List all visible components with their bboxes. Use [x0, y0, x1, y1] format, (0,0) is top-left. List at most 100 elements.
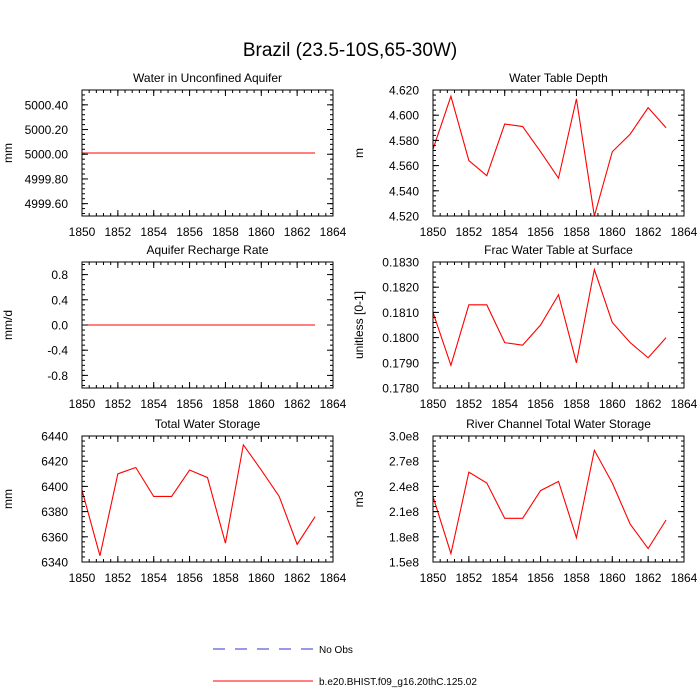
x-tick-label: 1860 [599, 571, 626, 585]
x-tick-label: 1856 [176, 225, 203, 239]
y-tick-label: 2.1e8 [389, 505, 419, 519]
x-tick-label: 1858 [563, 571, 590, 585]
y-tick-label: 0.1820 [382, 281, 419, 295]
panels: Water in Unconfined Aquifer 1850 1852 1854 1… [1, 71, 698, 585]
x-tick-label: 1852 [456, 397, 483, 411]
y-tick-label: 6360 [41, 530, 68, 544]
y-tick-label: 4.620 [389, 84, 419, 98]
x-tick-label: 1862 [635, 225, 662, 239]
y-axis-label: m3 [352, 490, 366, 507]
series-line [432, 267, 667, 368]
chart-panel-p4: Frac Water Table at Surface 1850 1852 1854 1… [352, 243, 698, 411]
x-tick-label: 1862 [284, 225, 311, 239]
plot-frame [432, 261, 685, 389]
y-axis-label: m [352, 148, 366, 158]
y-axis-label: mm [1, 143, 15, 163]
chart-panel-p1: Water in Unconfined Aquifer 1850 1852 1854 1… [1, 71, 347, 239]
x-tick-label: 1862 [635, 397, 662, 411]
y-tick-label: 1.5e8 [389, 556, 419, 570]
x-tick-label: 1858 [212, 225, 239, 239]
y-tick-label: 0.1810 [382, 306, 419, 320]
y-tick-label: 0.1780 [382, 382, 419, 396]
panel-title: Water in Unconfined Aquifer [133, 71, 282, 85]
x-tick-label: 1862 [284, 571, 311, 585]
chart-panel-p3: Aquifer Recharge Rate 1850 1852 1854 1856 185… [1, 243, 347, 411]
x-tick-label: 1850 [69, 225, 96, 239]
x-tick-label: 1858 [212, 571, 239, 585]
y-axis-label: unitless [0-1] [352, 291, 366, 359]
y-tick-label: 4.540 [389, 184, 419, 198]
legend: No Obs b.e20.BHIST.f09_g16.20thC.125.02 [213, 645, 477, 688]
x-tick-label: 1864 [320, 571, 347, 585]
x-tick-label: 1860 [248, 571, 275, 585]
x-tick-label: 1850 [69, 397, 96, 411]
y-tick-label: 6420 [41, 455, 68, 469]
y-tick-label: 0.1790 [382, 356, 419, 370]
x-tick-label: 1856 [527, 225, 554, 239]
x-tick-label: 1864 [671, 225, 698, 239]
x-tick-label: 1860 [248, 225, 275, 239]
x-tick-label: 1854 [140, 571, 167, 585]
figure-title: Brazil (23.5-10S,65-30W) [243, 40, 457, 61]
plot-frame [81, 435, 334, 563]
x-tick-label: 1862 [635, 571, 662, 585]
x-tick-label: 1864 [320, 225, 347, 239]
x-tick-label: 1856 [176, 571, 203, 585]
x-tick-label: 1854 [140, 397, 167, 411]
x-tick-label: 1850 [420, 225, 447, 239]
y-tick-label: 0.8 [51, 268, 68, 282]
x-tick-label: 1856 [176, 397, 203, 411]
y-tick-label: 5000.00 [25, 148, 69, 162]
x-tick-label: 1862 [284, 397, 311, 411]
x-tick-label: 1858 [563, 397, 590, 411]
x-tick-label: 1854 [491, 225, 518, 239]
panel-title: Total Water Storage [155, 417, 261, 431]
y-tick-label: 6380 [41, 505, 68, 519]
x-tick-label: 1856 [527, 571, 554, 585]
x-tick-label: 1852 [105, 225, 132, 239]
x-tick-label: 1854 [140, 225, 167, 239]
y-tick-label: 6400 [41, 480, 68, 494]
legend-model-label: b.e20.BHIST.f09_g16.20thC.125.02 [319, 677, 477, 688]
y-tick-label: 0.1830 [382, 256, 419, 270]
panel-title: Frac Water Table at Surface [484, 243, 633, 257]
y-tick-label: 5000.40 [25, 98, 69, 112]
y-tick-label: 2.4e8 [389, 480, 419, 494]
series-line [81, 443, 316, 556]
x-tick-label: 1856 [527, 397, 554, 411]
plot-frame [81, 89, 334, 217]
chart-panel-p6: River Channel Total Water Storage 1850 185… [352, 417, 698, 585]
x-tick-label: 1852 [456, 571, 483, 585]
panel-title: River Channel Total Water Storage [466, 417, 651, 431]
y-tick-label: 4999.60 [25, 197, 69, 211]
chart-panel-p5: Total Water Storage 1850 1852 1854 1856 1858 1… [1, 417, 347, 585]
panel-title: Water Table Depth [509, 71, 608, 85]
y-tick-label: 4.580 [389, 134, 419, 148]
y-tick-label: -0.4 [47, 344, 68, 358]
y-tick-label: 4999.80 [25, 172, 69, 186]
plot-frame [432, 89, 685, 217]
y-tick-label: 1.8e8 [389, 530, 419, 544]
plot-frame [432, 435, 685, 563]
x-tick-label: 1864 [671, 571, 698, 585]
y-tick-label: 3.0e8 [389, 430, 419, 444]
y-tick-label: 0.1800 [382, 331, 419, 345]
y-tick-label: 6340 [41, 556, 68, 570]
x-tick-label: 1852 [456, 225, 483, 239]
x-tick-label: 1864 [320, 397, 347, 411]
y-tick-label: 2.7e8 [389, 455, 419, 469]
y-axis-label: mm [1, 489, 15, 509]
x-tick-label: 1854 [491, 571, 518, 585]
x-tick-label: 1852 [105, 571, 132, 585]
series-line [432, 94, 667, 217]
y-tick-label: 0.0 [51, 319, 68, 333]
panel-title: Aquifer Recharge Rate [146, 243, 268, 257]
x-tick-label: 1860 [599, 397, 626, 411]
y-tick-label: 0.4 [51, 293, 68, 307]
x-tick-label: 1850 [420, 571, 447, 585]
y-tick-label: 6440 [41, 430, 68, 444]
x-tick-label: 1858 [212, 397, 239, 411]
y-tick-label: 4.520 [389, 210, 419, 224]
y-axis-label: mm/d [1, 310, 15, 340]
y-tick-label: 4.600 [389, 109, 419, 123]
